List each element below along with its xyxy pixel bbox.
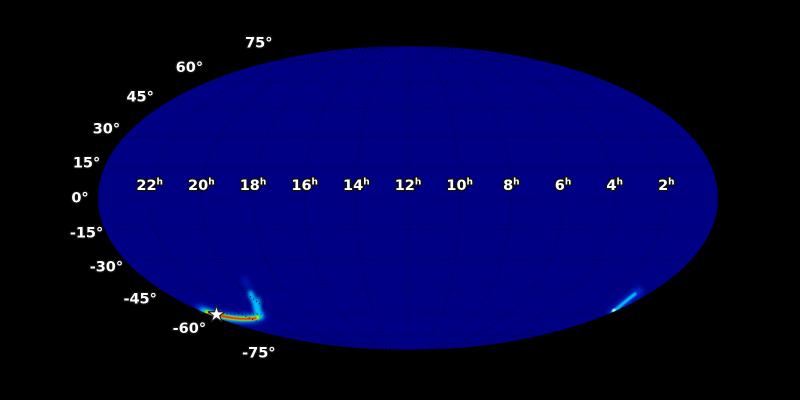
dec-tick-label-0: 0° [71,191,88,207]
dec-tick-label--45: -45° [123,292,156,308]
dec-tick-label-60: 60° [176,60,203,76]
ra-tick-label-6h: 6h [555,178,572,195]
probability-hotspots [194,276,644,325]
ra-tick-label-14h: 14h [343,178,370,195]
meridian-ellipse-103 [304,45,512,351]
dec-tick-label--30: -30° [90,260,123,276]
dec-tick-label-75: 75° [245,36,272,52]
axis-tick-labels: 75° 60° 45° 30° 15° 0° -15° -30°-45° -60° -75° 22h… [68,34,676,363]
dec-tick-label-45: 45° [126,89,153,105]
dec-tick-label-15: 15° [73,155,100,171]
ra-tick-label-4h: 4h [606,178,623,195]
ra-tick-label-16h: 16h [291,178,318,195]
star-marker [207,305,226,323]
meridian-ellipse-207 [200,45,616,351]
limb-streak-bright-tip [612,308,616,313]
graticule [98,45,718,351]
ra-tick-label-18h: 18h [240,178,267,195]
ra-tick-label-8h: 8h [503,178,520,195]
ra-tick-label-2h: 2h [658,178,675,195]
ra-tick-label-22h: 22h [136,178,163,195]
dec-tick-label--60: -60° [173,321,206,337]
dec-tick-label--75: -75° [242,345,275,361]
ra-tick-label-20h: 20h [188,178,215,195]
meridian-ellipse-155 [252,45,564,351]
ra-tick-label-10h: 10h [446,178,473,195]
dec-tick-label--15: -15° [70,226,103,242]
primary-arc-plume-blob [253,297,262,315]
ra-tick-label-12h: 12h [395,178,422,195]
dec-tick-label-30: 30° [93,121,120,137]
